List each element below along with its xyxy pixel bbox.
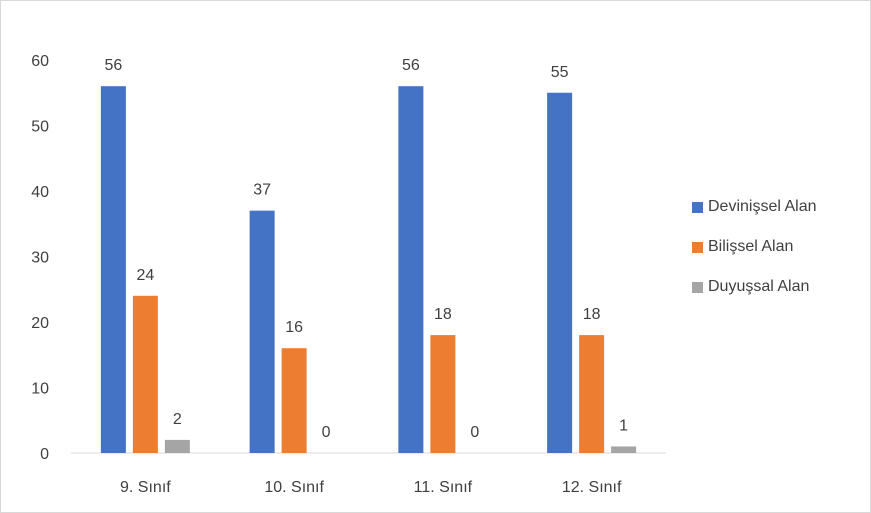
bar [249,210,275,453]
bar [611,446,637,453]
y-tick-label: 50 [31,119,49,136]
data-label: 56 [104,57,122,74]
data-label: 0 [322,424,331,441]
legend-label-devinissel: Devinişsel Alan [708,198,817,215]
data-label: 1 [619,417,628,434]
legend-label-duyussal: Duyuşsal Alan [708,278,810,295]
y-tick-label: 20 [31,315,49,332]
x-tick-label: 10. Sınıf [264,479,324,496]
legend-label-bilissel: Bilişsel Alan [708,238,794,255]
bar [547,92,573,453]
data-label: 16 [285,319,303,336]
bar [579,335,605,453]
bar [430,335,456,453]
y-tick-label: 30 [31,250,49,267]
bar [100,86,126,453]
legend-swatch-devinissel [692,201,703,213]
data-label: 2 [173,411,182,428]
data-label: 37 [253,182,271,199]
legend-item-duyussal: Duyuşsal Alan [692,278,817,295]
y-tick-label: 60 [31,53,49,70]
legend: Devinişsel Alan Bilişsel Alan Duyuşsal A… [692,198,817,319]
data-label: 55 [551,64,569,81]
y-tick-label: 10 [31,381,49,398]
data-label: 18 [583,306,601,323]
legend-item-devinissel: Devinişsel Alan [692,198,817,215]
bar [398,86,424,453]
bar [281,348,307,453]
y-tick-label: 0 [40,446,49,463]
x-tick-label: 12. Sınıf [562,479,622,496]
data-label: 18 [434,306,452,323]
data-label: 56 [402,57,420,74]
legend-swatch-bilissel [692,241,703,253]
legend-swatch-duyussal [692,281,703,293]
data-label: 24 [136,267,154,284]
bar [164,439,190,453]
x-tick-label: 11. Sınıf [414,479,473,496]
bar [132,295,158,453]
y-tick-label: 40 [31,184,49,201]
legend-item-bilissel: Bilişsel Alan [692,238,817,255]
data-label: 0 [470,424,479,441]
x-tick-label: 9. Sınıf [120,479,171,496]
